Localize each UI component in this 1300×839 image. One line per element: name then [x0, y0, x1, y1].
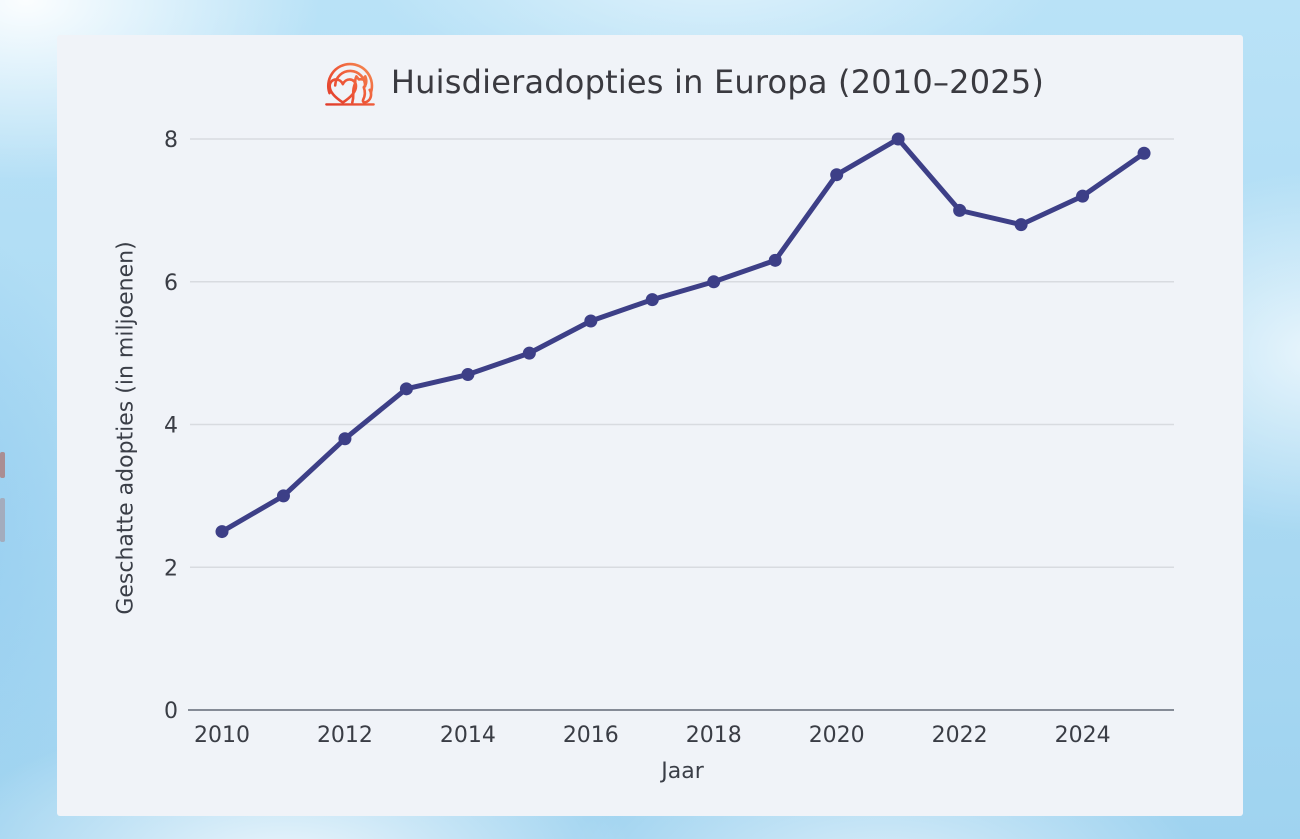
y-tick-label-8: 8 [164, 128, 178, 153]
x-axis-title: Jaar [661, 759, 704, 784]
x-tick-label-2016: 2016 [563, 723, 619, 748]
data-point-2013 [399, 382, 413, 396]
data-point-2020 [830, 168, 844, 182]
line-chart: 0 2 4 6 8 2010 2012 2014 2016 2018 2020 2022 2024 [164, 128, 1174, 748]
data-point-2021 [891, 132, 905, 146]
x-tick-label-2010: 2010 [194, 723, 250, 748]
y-tick-label-0: 0 [164, 699, 178, 724]
pet-adoption-icon [325, 62, 375, 106]
data-point-2012 [338, 432, 352, 446]
x-tick-label-2018: 2018 [686, 723, 742, 748]
x-tick-label-2022: 2022 [932, 723, 988, 748]
chart-header: Huisdieradopties in Europa (2010–2025) [190, 51, 1175, 113]
data-point-2025 [1137, 146, 1151, 160]
chart-card: Huisdieradopties in Europa (2010–2025) G… [57, 35, 1243, 816]
y-tick-label-2: 2 [164, 556, 178, 581]
chart-title: Huisdieradopties in Europa (2010–2025) [390, 63, 1045, 101]
data-point-2010 [215, 525, 229, 539]
x-tick-label-2014: 2014 [440, 723, 496, 748]
cat-outline [350, 75, 373, 104]
data-point-2014 [461, 368, 475, 382]
left-edge-photo-artifact [0, 498, 5, 542]
data-point-2011 [276, 489, 290, 503]
data-point-2017 [645, 293, 659, 307]
x-tick-label-2012: 2012 [317, 723, 373, 748]
x-tick-label-2020: 2020 [809, 723, 865, 748]
data-point-2018 [707, 275, 721, 289]
data-point-2022 [953, 203, 967, 217]
x-tick-label-2024: 2024 [1055, 723, 1111, 748]
y-tick-label-6: 6 [164, 271, 178, 296]
data-point-2015 [522, 346, 536, 360]
data-point-2016 [584, 314, 598, 328]
data-point-2023 [1014, 218, 1028, 232]
data-point-2024 [1076, 189, 1090, 203]
trend-line [219, 136, 1147, 535]
outer-arc [326, 62, 374, 95]
heart-outline [328, 78, 358, 104]
y-tick-label-4: 4 [164, 414, 178, 439]
data-point-2019 [768, 253, 782, 267]
left-edge-photo-artifact [0, 452, 5, 478]
